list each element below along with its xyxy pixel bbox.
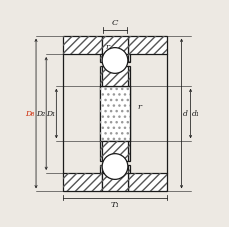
Bar	[102, 141, 127, 161]
Bar	[102, 66, 127, 86]
Text: d: d	[182, 109, 187, 118]
Bar	[100, 165, 102, 173]
Bar	[100, 86, 129, 141]
Bar	[100, 54, 102, 62]
Bar	[100, 165, 102, 173]
Bar	[127, 54, 129, 62]
Bar	[63, 36, 102, 54]
Bar	[100, 141, 102, 161]
Bar	[127, 54, 129, 62]
Text: D₈: D₈	[25, 109, 34, 118]
Text: d₁: d₁	[191, 109, 199, 118]
Bar	[127, 173, 166, 191]
Bar	[100, 141, 102, 161]
Bar	[127, 173, 166, 191]
Bar	[127, 141, 129, 161]
Text: r: r	[105, 42, 109, 51]
Bar	[127, 165, 129, 173]
Bar	[100, 54, 102, 62]
Bar	[127, 66, 129, 86]
Bar	[102, 173, 127, 191]
Bar	[63, 173, 102, 191]
Text: r: r	[137, 103, 141, 111]
Bar	[100, 66, 102, 86]
Bar	[127, 36, 166, 54]
Bar	[102, 141, 127, 161]
Bar	[102, 66, 127, 86]
Bar	[127, 141, 129, 161]
Text: T₁: T₁	[110, 201, 119, 209]
Circle shape	[102, 48, 127, 73]
Bar	[102, 36, 127, 54]
Circle shape	[102, 154, 127, 179]
Text: C: C	[111, 19, 118, 27]
Bar	[127, 66, 129, 86]
Text: D₂: D₂	[36, 109, 45, 118]
Bar	[63, 36, 102, 54]
Bar	[100, 66, 102, 86]
Bar	[127, 36, 166, 54]
Bar	[63, 173, 102, 191]
Bar	[100, 86, 129, 141]
Bar	[102, 36, 127, 54]
Bar	[102, 173, 127, 191]
Bar	[127, 165, 129, 173]
Text: D₁: D₁	[46, 109, 55, 118]
